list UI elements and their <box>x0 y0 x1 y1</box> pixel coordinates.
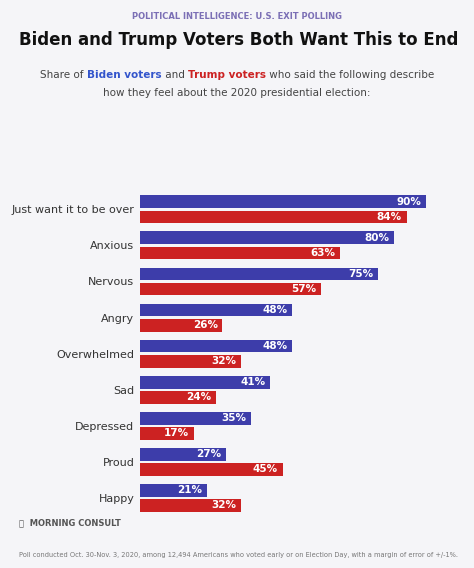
Text: 26%: 26% <box>192 320 218 330</box>
Bar <box>140 283 321 295</box>
Bar <box>140 484 207 496</box>
Text: POLITICAL INTELLIGENCE: U.S. EXIT POLLING: POLITICAL INTELLIGENCE: U.S. EXIT POLLIN… <box>132 12 342 22</box>
Text: 21%: 21% <box>177 485 202 495</box>
Text: 41%: 41% <box>240 377 265 387</box>
Text: 27%: 27% <box>196 449 221 459</box>
Text: 24%: 24% <box>186 392 211 402</box>
Text: Trump voters: Trump voters <box>188 70 265 81</box>
Bar <box>140 211 407 223</box>
Bar <box>140 232 394 244</box>
Text: Ⓜ  MORNING CONSULT: Ⓜ MORNING CONSULT <box>19 518 121 527</box>
Bar <box>140 354 241 367</box>
Text: Biden and Trump Voters Both Want This to End: Biden and Trump Voters Both Want This to… <box>19 31 458 49</box>
Text: 48%: 48% <box>263 341 288 351</box>
Text: how they feel about the 2020 presidential election:: how they feel about the 2020 presidentia… <box>103 88 371 98</box>
Text: Biden voters: Biden voters <box>87 70 162 81</box>
Bar <box>140 427 194 440</box>
Text: 57%: 57% <box>291 284 316 294</box>
Bar <box>140 391 216 404</box>
Bar <box>140 448 226 461</box>
Bar <box>140 268 378 281</box>
Bar <box>140 303 292 316</box>
Text: 32%: 32% <box>212 356 237 366</box>
Text: 63%: 63% <box>310 248 335 258</box>
Bar <box>140 412 251 424</box>
Bar <box>140 340 292 353</box>
Bar <box>140 375 270 389</box>
Text: 80%: 80% <box>364 233 389 243</box>
Bar <box>140 499 241 512</box>
Text: 48%: 48% <box>263 305 288 315</box>
Text: 17%: 17% <box>164 428 189 438</box>
Text: Share of: Share of <box>40 70 87 81</box>
Text: who said the following describe: who said the following describe <box>265 70 434 81</box>
Bar <box>140 463 283 475</box>
Text: Poll conducted Oct. 30-Nov. 3, 2020, among 12,494 Americans who voted early or o: Poll conducted Oct. 30-Nov. 3, 2020, amo… <box>19 552 458 558</box>
Text: 84%: 84% <box>377 212 402 222</box>
Text: 45%: 45% <box>253 464 278 474</box>
Text: and: and <box>162 70 188 81</box>
Bar <box>140 247 340 260</box>
Text: 35%: 35% <box>221 413 246 423</box>
Bar <box>140 319 222 332</box>
Text: 75%: 75% <box>348 269 373 279</box>
Text: 90%: 90% <box>396 197 421 207</box>
Bar <box>140 195 426 208</box>
Text: 32%: 32% <box>212 500 237 510</box>
